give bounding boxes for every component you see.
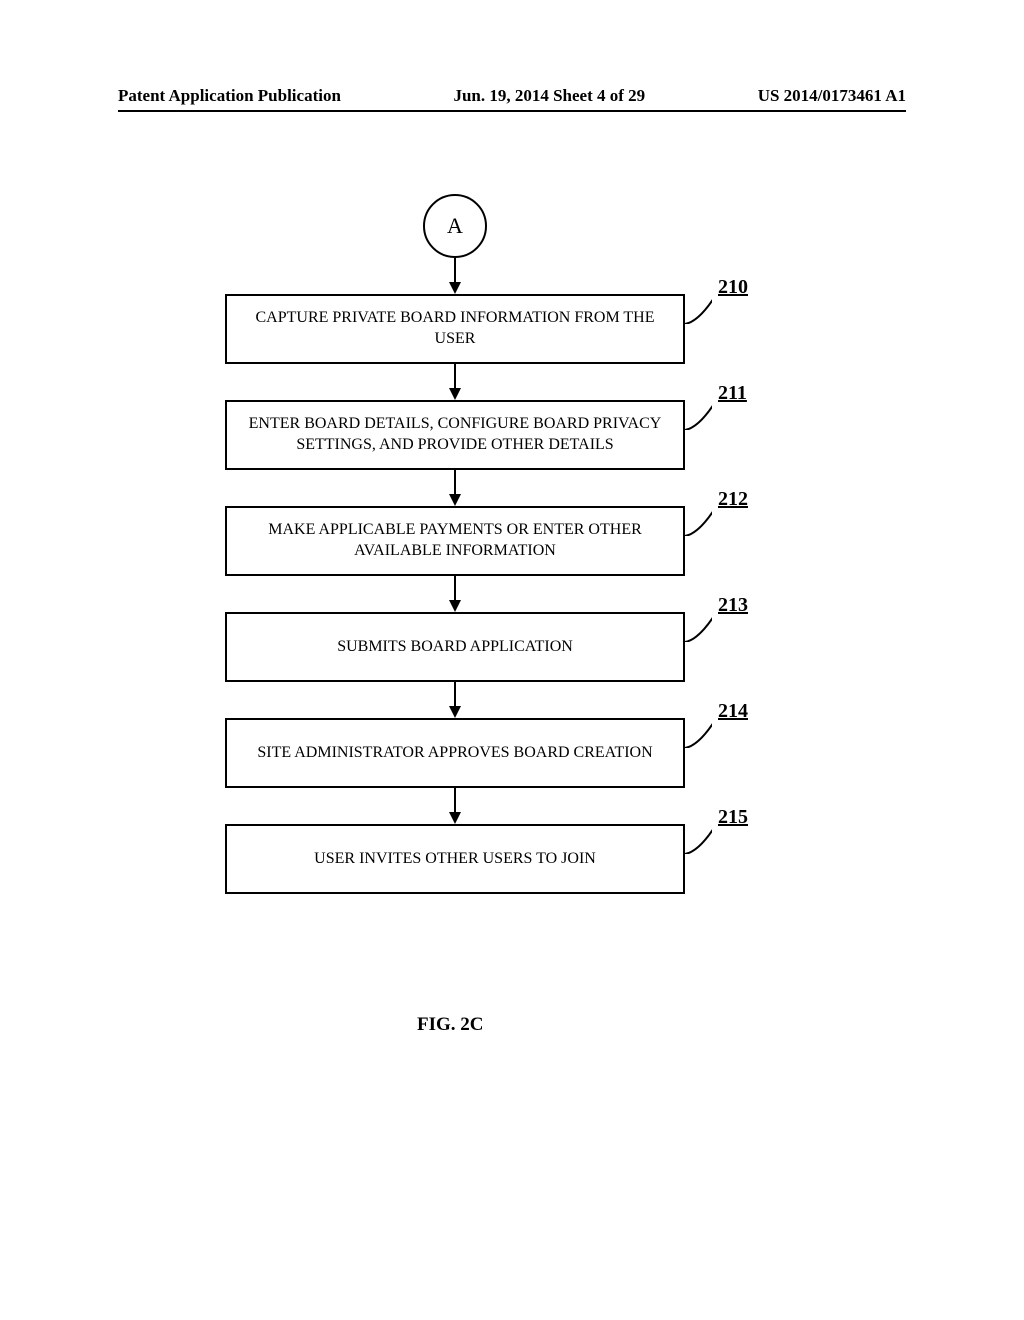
step-text: USER INVITES OTHER USERS TO JOIN bbox=[314, 849, 596, 870]
step-box-212: MAKE APPLICABLE PAYMENTS OR ENTER OTHER … bbox=[225, 506, 685, 576]
step-text: SITE ADMINISTRATOR APPROVES BOARD CREATI… bbox=[257, 743, 652, 764]
step-text: SUBMITS BOARD APPLICATION bbox=[337, 637, 573, 658]
header-rule bbox=[118, 110, 906, 112]
ref-label-212: 212 bbox=[718, 488, 748, 511]
step-box-210: CAPTURE PRIVATE BOARD INFORMATION FROM T… bbox=[225, 294, 685, 364]
ref-label-215: 215 bbox=[718, 806, 748, 829]
header-left: Patent Application Publication bbox=[118, 86, 341, 106]
ref-label-211: 211 bbox=[718, 382, 747, 405]
flow-arrow bbox=[447, 682, 463, 718]
step-text: CAPTURE PRIVATE BOARD INFORMATION FROM T… bbox=[245, 308, 665, 350]
ref-label-210: 210 bbox=[718, 276, 748, 299]
step-box-214: SITE ADMINISTRATOR APPROVES BOARD CREATI… bbox=[225, 718, 685, 788]
figure-caption: FIG. 2C bbox=[417, 1014, 484, 1036]
ref-leader bbox=[684, 826, 712, 854]
page: Patent Application Publication Jun. 19, … bbox=[0, 0, 1024, 1320]
flow-arrow bbox=[447, 258, 463, 294]
ref-leader bbox=[684, 402, 712, 430]
step-text: ENTER BOARD DETAILS, CONFIGURE BOARD PRI… bbox=[245, 414, 665, 456]
flow-arrow bbox=[447, 788, 463, 824]
connector-a: A bbox=[423, 194, 487, 258]
flow-arrow bbox=[447, 470, 463, 506]
ref-label-213: 213 bbox=[718, 594, 748, 617]
header-right: US 2014/0173461 A1 bbox=[758, 86, 906, 106]
step-box-211: ENTER BOARD DETAILS, CONFIGURE BOARD PRI… bbox=[225, 400, 685, 470]
step-text: MAKE APPLICABLE PAYMENTS OR ENTER OTHER … bbox=[245, 520, 665, 562]
header-mid: Jun. 19, 2014 Sheet 4 of 29 bbox=[453, 86, 645, 106]
ref-leader bbox=[684, 720, 712, 748]
ref-label-214: 214 bbox=[718, 700, 748, 723]
ref-leader bbox=[684, 614, 712, 642]
step-box-215: USER INVITES OTHER USERS TO JOIN bbox=[225, 824, 685, 894]
flow-arrow bbox=[447, 364, 463, 400]
flow-arrow bbox=[447, 576, 463, 612]
step-box-213: SUBMITS BOARD APPLICATION bbox=[225, 612, 685, 682]
page-header: Patent Application Publication Jun. 19, … bbox=[118, 86, 906, 106]
ref-leader bbox=[684, 296, 712, 324]
ref-leader bbox=[684, 508, 712, 536]
